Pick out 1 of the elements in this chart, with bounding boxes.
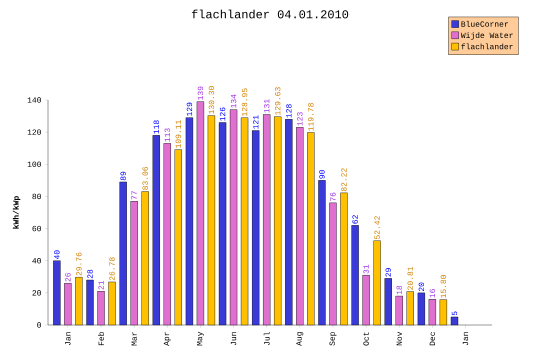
- chart-title: flachlander 04.01.2010: [192, 10, 348, 18]
